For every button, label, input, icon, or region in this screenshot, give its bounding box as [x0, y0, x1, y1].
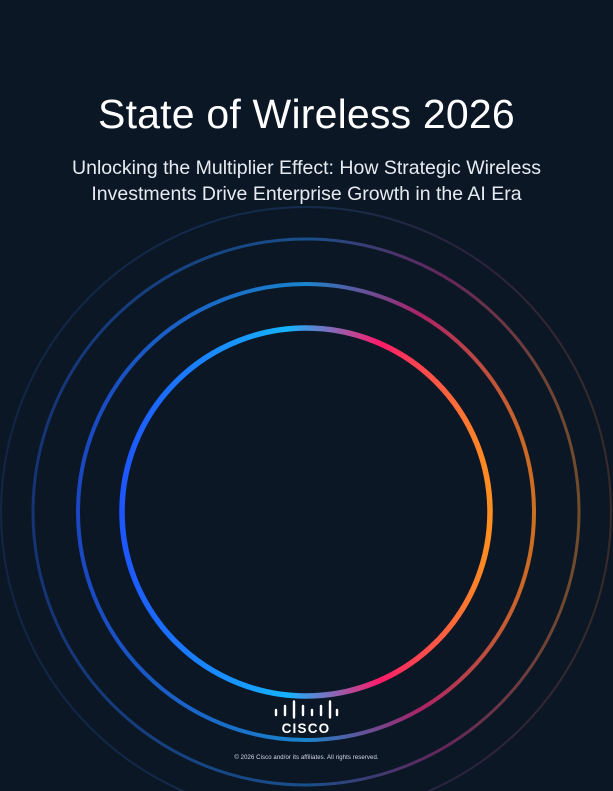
ring-3: [31, 237, 581, 787]
subtitle-line-1: Unlocking the Multiplier Effect: How Str…: [72, 157, 541, 179]
ring-inner: [119, 325, 493, 699]
cisco-logo: CISCO: [266, 700, 346, 740]
ring-2: [76, 282, 536, 742]
copyright-text: © 2026 Cisco and/or its affiliates. All …: [234, 755, 379, 761]
ring-outer-4: [0, 206, 612, 791]
subtitle: Unlocking the Multiplier Effect: How Str…: [40, 155, 573, 207]
page-title: State of Wireless 2026: [98, 91, 515, 137]
cisco-logo-icon: [274, 700, 339, 719]
logo-wordmark: CISCO: [281, 721, 331, 736]
subtitle-line-2: Investments Drive Enterprise Growth in t…: [91, 183, 522, 205]
